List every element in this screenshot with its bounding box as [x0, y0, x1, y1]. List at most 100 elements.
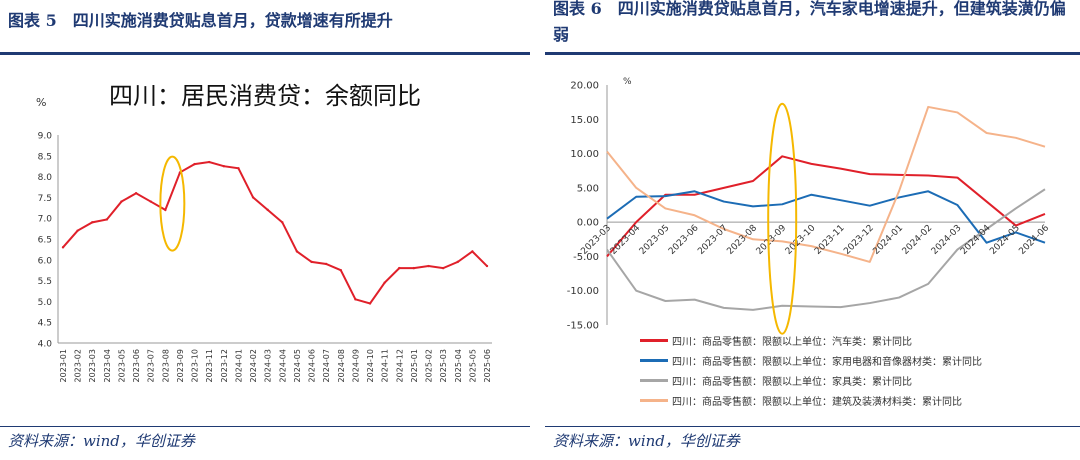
legend-item: 四川：商品零售额：限额以上单位：建筑及装潢材料类：累计同比: [640, 390, 982, 410]
x-tick-label: 2023-06: [667, 223, 701, 257]
x-tick-label: 2024-04: [278, 349, 287, 382]
x-tick-label: 2023-07: [696, 223, 730, 257]
highlight-ellipse: [767, 102, 798, 335]
data-point: [310, 260, 313, 264]
data-point: [61, 246, 65, 249]
data-point: [427, 264, 430, 268]
y-tick-label: 7.5: [38, 194, 52, 204]
data-point: [193, 162, 196, 166]
x-tick-label: 2023-11: [205, 349, 214, 382]
x-tick-label: 2023-05: [117, 349, 126, 382]
x-tick-label: 2023-06: [132, 349, 141, 382]
x-tick-label: 2023-09: [176, 349, 185, 382]
chart-title: 四川：居民消费贷：余额同比: [109, 82, 421, 110]
x-tick-label: 2025-04: [454, 349, 463, 382]
source-note: 资料来源：wind，华创证券: [8, 432, 195, 450]
x-tick-label: 2025-01: [410, 349, 419, 382]
source-note: 资料来源：wind，华创证券: [553, 432, 740, 450]
figure-6-panel: 图表 6 四川实施消费贷贴息首月，汽车家电增速提升，但建筑装潢仍偏弱 % 20.0…: [545, 0, 1080, 460]
consumer-loan-chart: 四川：居民消费贷：余额同比% 4.0 4.5 5.0 5.5 6.0 6.5 7.0 7.5 8.…: [36, 82, 492, 382]
series-line-2: [606, 190, 1046, 244]
consumer-loan-growth-line: [62, 161, 488, 305]
x-tick-label: 2023-12: [220, 349, 229, 382]
x-tick-label: 2023-10: [784, 223, 818, 257]
legend-item: 四川：商品零售额：限额以上单位：家具类：累计同比: [640, 370, 982, 390]
data-point: [485, 264, 489, 268]
legend-swatch: [640, 358, 668, 362]
data-point: [412, 266, 416, 270]
data-point: [383, 281, 386, 284]
x-tick-label: 2024-03: [930, 223, 964, 257]
y-tick-label: 20.00: [570, 81, 599, 92]
y-tick-label: 8.5: [38, 152, 52, 162]
data-point: [208, 160, 211, 164]
y-tick-label: 7.0: [38, 215, 53, 225]
data-point: [251, 196, 255, 199]
data-point: [339, 269, 342, 272]
x-tick-label: 2025-06: [483, 349, 492, 382]
x-tick-label: 2023-02: [74, 349, 83, 382]
x-tick-label: 2024-02: [901, 223, 935, 257]
x-tick-label: 2024-12: [395, 349, 404, 382]
y-tick-label: 0.00: [577, 218, 599, 229]
data-point: [120, 200, 123, 203]
x-tick-label: 2023-08: [161, 349, 170, 382]
series-line-1: [606, 155, 1046, 258]
legend-label: 四川：商品零售额：限额以上单位：家用电器和音像器材类：累计同比: [672, 356, 982, 368]
data-point: [295, 250, 299, 253]
y-tick-label: 6.5: [38, 236, 52, 246]
x-tick-label: 2023-07: [147, 349, 156, 382]
data-point: [91, 221, 94, 224]
x-tick-label: 2024-06: [308, 349, 317, 382]
data-point: [471, 250, 474, 253]
y-tick-label: 4.0: [38, 340, 53, 350]
y-tick-label: 5.5: [38, 277, 52, 287]
x-tick-label: 2024-07: [322, 349, 331, 382]
x-tick-label: 2025-02: [425, 349, 434, 382]
x-tick-label: 2023-04: [103, 349, 112, 382]
x-tick-label: 2023-12: [842, 223, 876, 257]
y-tick-label: 15.00: [570, 115, 599, 126]
x-tick-label: 2024-01: [234, 349, 243, 382]
retail-sales-chart: % 20.00 15.00 10.00 5.00 0.00 -5.00 -10.00 -15.0…: [567, 77, 1051, 335]
x-tick-label: 2025-05: [468, 349, 477, 382]
figure-5-title: 图表 5 四川实施消费贷贴息首月，贷款增速有所提升: [8, 11, 393, 30]
data-point: [456, 260, 459, 264]
data-point: [398, 266, 401, 270]
data-point: [324, 262, 328, 266]
source-rule: [545, 426, 1080, 427]
legend-item: 四川：商品零售额：限额以上单位：家用电器和音像器材类：累计同比: [640, 350, 982, 370]
y-unit-label: %: [36, 96, 46, 109]
y-tick-label: 8.0: [38, 173, 53, 183]
legend-swatch: [640, 398, 668, 402]
data-point: [76, 229, 79, 232]
data-point: [164, 208, 167, 212]
x-tick-label: 2024-10: [366, 349, 375, 382]
data-point: [368, 302, 372, 305]
y-tick-label: -5.00: [573, 252, 599, 263]
figure-6-title: 图表 6 四川实施消费贷贴息首月，汽车家电增速提升，但建筑装潢仍偏弱: [553, 0, 1066, 44]
data-point: [354, 298, 357, 301]
y-tick-label: 5.00: [577, 183, 599, 194]
data-point: [149, 200, 152, 203]
series-line-3: [606, 188, 1046, 311]
x-tick-label: 2024-05: [293, 349, 302, 382]
legend-label: 四川：商品零售额：限额以上单位：汽车类：累计同比: [672, 336, 912, 348]
x-tick-label: 2024-03: [264, 349, 273, 382]
y-unit-label: %: [623, 77, 632, 87]
x-tick-label: 2023-04: [609, 223, 643, 257]
legend-item: 四川：商品零售额：限额以上单位：汽车类：累计同比: [640, 330, 982, 350]
y-tick-label: -10.00: [567, 286, 599, 297]
x-tick-label: 2025-03: [439, 349, 448, 382]
x-tick-label: 2023-01: [59, 349, 68, 382]
title-rule: [545, 52, 1080, 55]
x-tick-label: 2024-02: [249, 349, 258, 382]
x-tick-label: 2023-05: [638, 223, 672, 257]
x-tick-label: 2024-06: [1017, 223, 1051, 257]
legend-swatch: [640, 378, 668, 382]
y-tick-label: 9.0: [38, 132, 53, 142]
title-rule: [0, 52, 530, 55]
series-line-4: [606, 105, 1046, 263]
figure-5-panel: 图表 5 四川实施消费贷贴息首月，贷款增速有所提升 四川：居民消费贷：余额同比%…: [0, 0, 530, 460]
x-tick-label: 2023-10: [191, 349, 200, 382]
